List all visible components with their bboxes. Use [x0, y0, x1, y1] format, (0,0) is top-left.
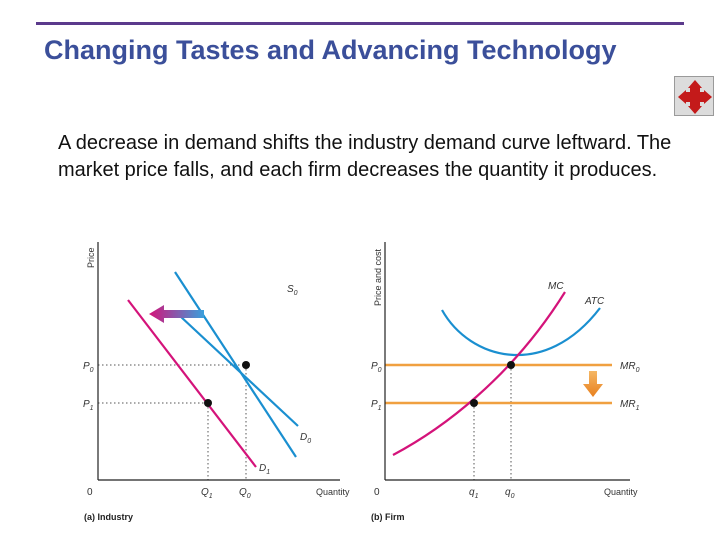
label-mc: MC [548, 281, 564, 292]
tick-q0-industry: Q0 [239, 487, 251, 500]
x-axis-label-firm: Quantity [604, 487, 638, 497]
shift-left-arrow [149, 305, 204, 323]
tick-p1-industry: P1 [83, 399, 94, 412]
slide-body-text: A decrease in demand shifts the industry… [58, 132, 672, 181]
y-axis-label-firm: Price and cost [373, 248, 383, 306]
demand-curve-d1 [127, 299, 257, 468]
label-s0: S0 [287, 284, 298, 297]
firm-equilibrium-q0 [507, 361, 515, 369]
slide-title: Changing Tastes and Advancing Technology [44, 35, 617, 65]
panel-label-industry: (a) Industry [84, 512, 133, 522]
firm-panel: Price and cost Quantity 0 P0 P1 q1 q0 MC… [371, 242, 640, 522]
label-d1: D1 [259, 463, 270, 476]
title-rule [36, 22, 684, 25]
firm-equilibrium-q1 [470, 399, 478, 407]
equilibrium-point-e0 [242, 361, 250, 369]
tick-q0-firm: q0 [505, 487, 515, 500]
tick-q1-firm: q1 [469, 487, 479, 500]
navigation-button[interactable] [674, 76, 714, 116]
origin-label-firm: 0 [374, 487, 380, 498]
label-d0: D0 [300, 432, 311, 445]
equilibrium-point-e1 [204, 399, 212, 407]
charts-area: Price Quantity 0 P0 P1 Q1 Q0 S0 D0 D1 (a… [83, 242, 640, 522]
label-mr1: MR1 [620, 399, 640, 412]
label-atc: ATC [584, 296, 605, 307]
x-axis-label-industry: Quantity [316, 487, 350, 497]
four-way-arrow-icon [678, 80, 712, 114]
industry-panel: Price Quantity 0 P0 P1 Q1 Q0 S0 D0 D1 (a… [83, 242, 350, 522]
tick-p0-industry: P0 [83, 361, 94, 374]
origin-label-industry: 0 [87, 487, 93, 498]
tick-p1-firm: P1 [371, 399, 382, 412]
atc-curve [441, 307, 601, 356]
y-axis-label-industry: Price [86, 247, 96, 268]
tick-p0-firm: P0 [371, 361, 382, 374]
demand-curve-d0 [179, 315, 299, 427]
panel-label-firm: (b) Firm [371, 512, 405, 522]
tick-q1-industry: Q1 [201, 487, 213, 500]
price-fall-arrow [583, 371, 603, 397]
label-mr0: MR0 [620, 361, 640, 374]
mc-curve [392, 291, 566, 456]
supply-curve-s0 [174, 271, 297, 458]
